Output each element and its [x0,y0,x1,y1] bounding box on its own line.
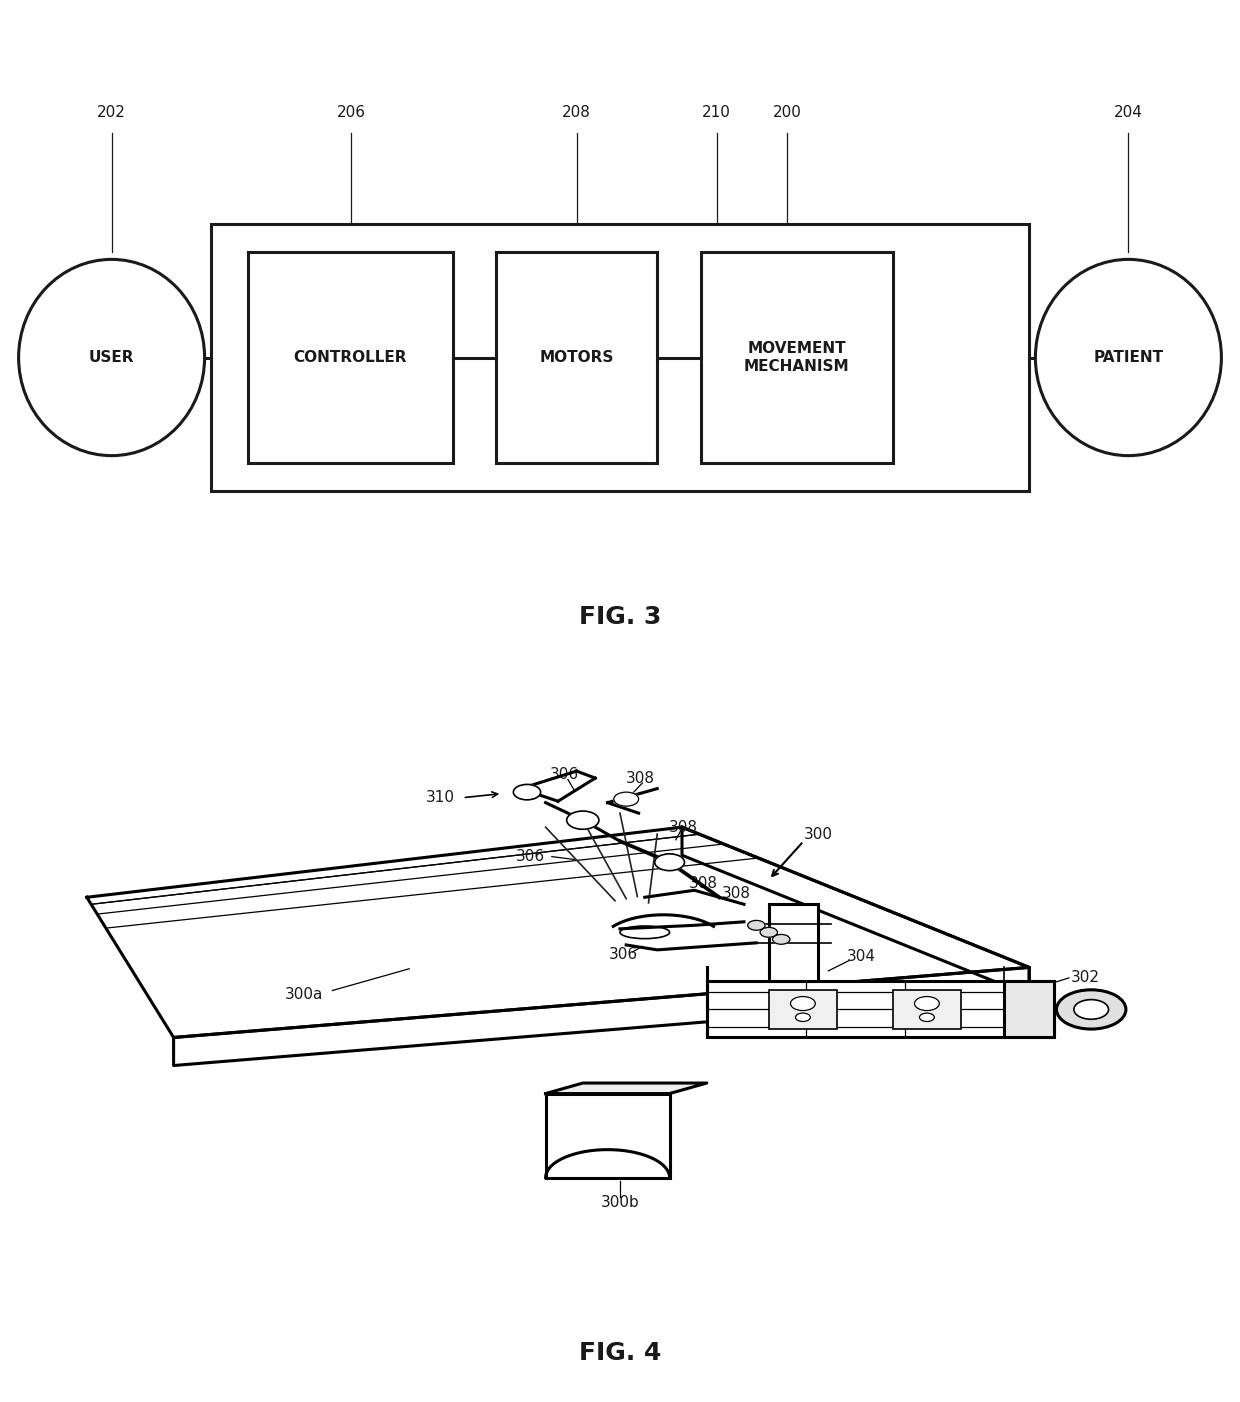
Text: FIG. 4: FIG. 4 [579,1340,661,1366]
Circle shape [567,810,599,830]
Circle shape [796,1014,811,1022]
Text: 308: 308 [688,876,718,890]
Polygon shape [707,981,1054,1037]
Text: 300a: 300a [285,987,322,1001]
Polygon shape [682,827,1029,995]
Text: 208: 208 [562,105,591,119]
FancyBboxPatch shape [769,904,818,981]
Text: 300: 300 [804,827,833,841]
Circle shape [919,1014,935,1022]
Text: 308: 308 [668,820,698,834]
FancyBboxPatch shape [211,224,1029,491]
Circle shape [748,920,765,931]
Text: 306: 306 [549,767,579,782]
FancyBboxPatch shape [893,990,961,1029]
Text: 300b: 300b [600,1195,640,1210]
Text: 304: 304 [847,949,877,965]
Circle shape [655,854,684,871]
Ellipse shape [1035,259,1221,456]
FancyBboxPatch shape [769,990,837,1029]
Text: 202: 202 [97,105,126,119]
Text: USER: USER [89,350,134,365]
Text: PATIENT: PATIENT [1094,350,1163,365]
Text: 210: 210 [702,105,732,119]
Polygon shape [546,1082,707,1094]
Circle shape [773,934,790,945]
Text: FIG. 3: FIG. 3 [579,604,661,629]
Text: 310: 310 [425,791,455,805]
Text: MOTORS: MOTORS [539,350,614,365]
Text: 204: 204 [1114,105,1143,119]
FancyBboxPatch shape [701,252,893,463]
Text: MOVEMENT
MECHANISM: MOVEMENT MECHANISM [744,341,849,374]
Text: 302: 302 [1070,970,1100,986]
Circle shape [614,792,639,806]
Ellipse shape [19,259,205,456]
Text: 308: 308 [722,886,751,901]
Text: CONTROLLER: CONTROLLER [294,350,407,365]
Circle shape [915,997,940,1011]
FancyBboxPatch shape [248,252,453,463]
Polygon shape [174,967,1029,1066]
Circle shape [1056,990,1126,1029]
Text: 200: 200 [773,105,802,119]
Text: 308: 308 [625,771,655,785]
FancyBboxPatch shape [1004,981,1054,1037]
Circle shape [513,785,541,799]
Ellipse shape [620,925,670,939]
Circle shape [760,928,777,937]
Polygon shape [87,827,1029,1037]
Text: 206: 206 [336,105,366,119]
Circle shape [1074,1000,1109,1019]
Circle shape [791,997,816,1011]
Text: 306: 306 [609,948,639,962]
FancyBboxPatch shape [496,252,657,463]
Text: 306: 306 [516,850,546,864]
FancyBboxPatch shape [546,1094,670,1178]
